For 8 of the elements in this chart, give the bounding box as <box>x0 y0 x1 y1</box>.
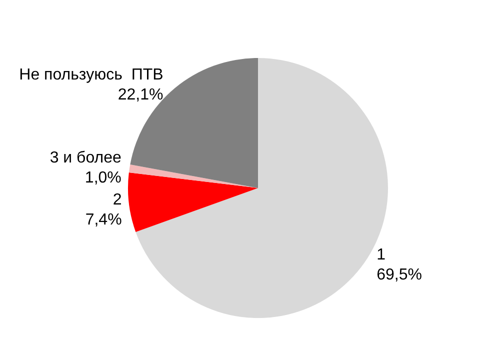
slice-label: 3 и более <box>50 149 122 166</box>
data-label: 1,0% <box>84 169 122 186</box>
slice-label: Не пользуюсь ПТВ <box>19 66 164 84</box>
slice-label: 2 <box>112 191 122 208</box>
data-label: 7,4% <box>85 211 122 228</box>
data-label: 69,5% <box>376 266 422 284</box>
slice-label: 1 <box>376 246 386 264</box>
data-label: 22,1% <box>118 86 164 104</box>
